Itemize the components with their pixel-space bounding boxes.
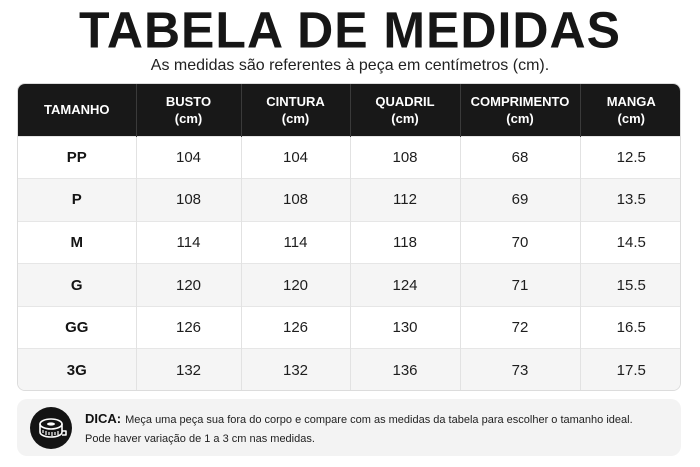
tip-line-1: DICA: Meça uma peça sua fora do corpo e c… xyxy=(85,409,675,430)
column-label: MANGA xyxy=(606,93,656,109)
page-subtitle: As medidas são referentes à peça em cent… xyxy=(150,57,550,74)
column-label: BUSTO xyxy=(165,93,212,109)
table-cell: 112 xyxy=(350,178,461,222)
table-cell: 126 xyxy=(136,305,242,349)
column-header-cintura: CINTURA (cm) xyxy=(241,84,351,136)
table-row: PP 104 104 108 68 12.5 xyxy=(18,135,680,179)
table-cell: 132 xyxy=(241,348,351,390)
table-header-row: TAMANHO BUSTO (cm) CINTURA (cm) QUADRIL (cm… xyxy=(18,84,680,136)
table-cell: 13.5 xyxy=(580,178,680,222)
table-cell: 69 xyxy=(460,178,581,222)
column-unit: (cm) xyxy=(391,110,419,126)
tip-box: DICA: Meça uma peça sua fora do corpo e c… xyxy=(17,399,681,456)
column-unit: (cm) xyxy=(281,110,310,126)
column-header-manga: MANGA (cm) xyxy=(580,84,680,136)
size-cell: 3G xyxy=(18,348,137,390)
size-cell: GG xyxy=(18,305,137,349)
table-cell: 136 xyxy=(350,348,461,390)
table-cell: 17.5 xyxy=(580,348,680,390)
tip-text: DICA: Meça uma peça sua fora do corpo e c… xyxy=(85,409,675,449)
table-cell: 118 xyxy=(350,220,461,264)
column-label: CINTURA xyxy=(266,93,325,109)
table-cell: 132 xyxy=(136,348,242,390)
column-label: COMPRIMENTO xyxy=(470,93,570,109)
table-row: GG 126 126 130 72 16.5 xyxy=(18,305,680,349)
table-cell: 104 xyxy=(241,135,351,179)
column-header-comprimento: COMPRIMENTO (cm) xyxy=(460,84,581,136)
measuring-tape-icon xyxy=(30,407,72,449)
table-cell: 72 xyxy=(460,305,581,349)
column-header-quadril: QUADRIL (cm) xyxy=(350,84,461,136)
table-cell: 16.5 xyxy=(580,305,680,349)
page-title: TABELA DE MEDIDAS xyxy=(79,1,621,59)
table-row: M 114 114 118 70 14.5 xyxy=(18,220,680,264)
table-row: G 120 120 124 71 15.5 xyxy=(18,263,680,307)
table-cell: 120 xyxy=(241,263,351,307)
table-cell: 108 xyxy=(241,178,351,222)
table-cell: 104 xyxy=(136,135,242,179)
table-cell: 130 xyxy=(350,305,461,349)
table-cell: 12.5 xyxy=(580,135,680,179)
size-cell: PP xyxy=(18,135,137,179)
table-cell: 120 xyxy=(136,263,242,307)
tip-line-1-text: Meça uma peça sua fora do corpo e compar… xyxy=(125,414,633,426)
table-cell: 108 xyxy=(350,135,461,179)
table-cell: 15.5 xyxy=(580,263,680,307)
table-cell: 114 xyxy=(136,220,242,264)
tip-line-2: Pode haver variação de 1 a 3 cm nas medi… xyxy=(85,433,315,445)
column-unit: (cm) xyxy=(506,110,534,126)
table-row: P 108 108 112 69 13.5 xyxy=(18,178,680,222)
table-cell: 68 xyxy=(460,135,581,179)
table-cell: 114 xyxy=(241,220,351,264)
column-label: TAMANHO xyxy=(44,102,110,118)
size-cell: G xyxy=(18,263,137,307)
table-cell: 71 xyxy=(460,263,581,307)
column-unit: (cm) xyxy=(174,110,203,126)
column-header-tamanho: TAMANHO xyxy=(18,84,137,136)
tip-label: DICA: xyxy=(85,411,122,426)
table-cell: 126 xyxy=(241,305,351,349)
table-row: 3G 132 132 136 73 17.5 xyxy=(18,348,680,390)
size-table: TAMANHO BUSTO (cm) CINTURA (cm) QUADRIL (cm… xyxy=(17,83,681,391)
table-cell: 73 xyxy=(460,348,581,390)
size-cell: P xyxy=(18,178,137,222)
column-unit: (cm) xyxy=(617,110,645,126)
table-cell: 124 xyxy=(350,263,461,307)
column-header-busto: BUSTO (cm) xyxy=(136,84,242,136)
size-cell: M xyxy=(18,220,137,264)
column-label: QUADRIL xyxy=(375,93,435,109)
table-cell: 108 xyxy=(136,178,242,222)
table-cell: 14.5 xyxy=(580,220,680,264)
table-cell: 70 xyxy=(460,220,581,264)
